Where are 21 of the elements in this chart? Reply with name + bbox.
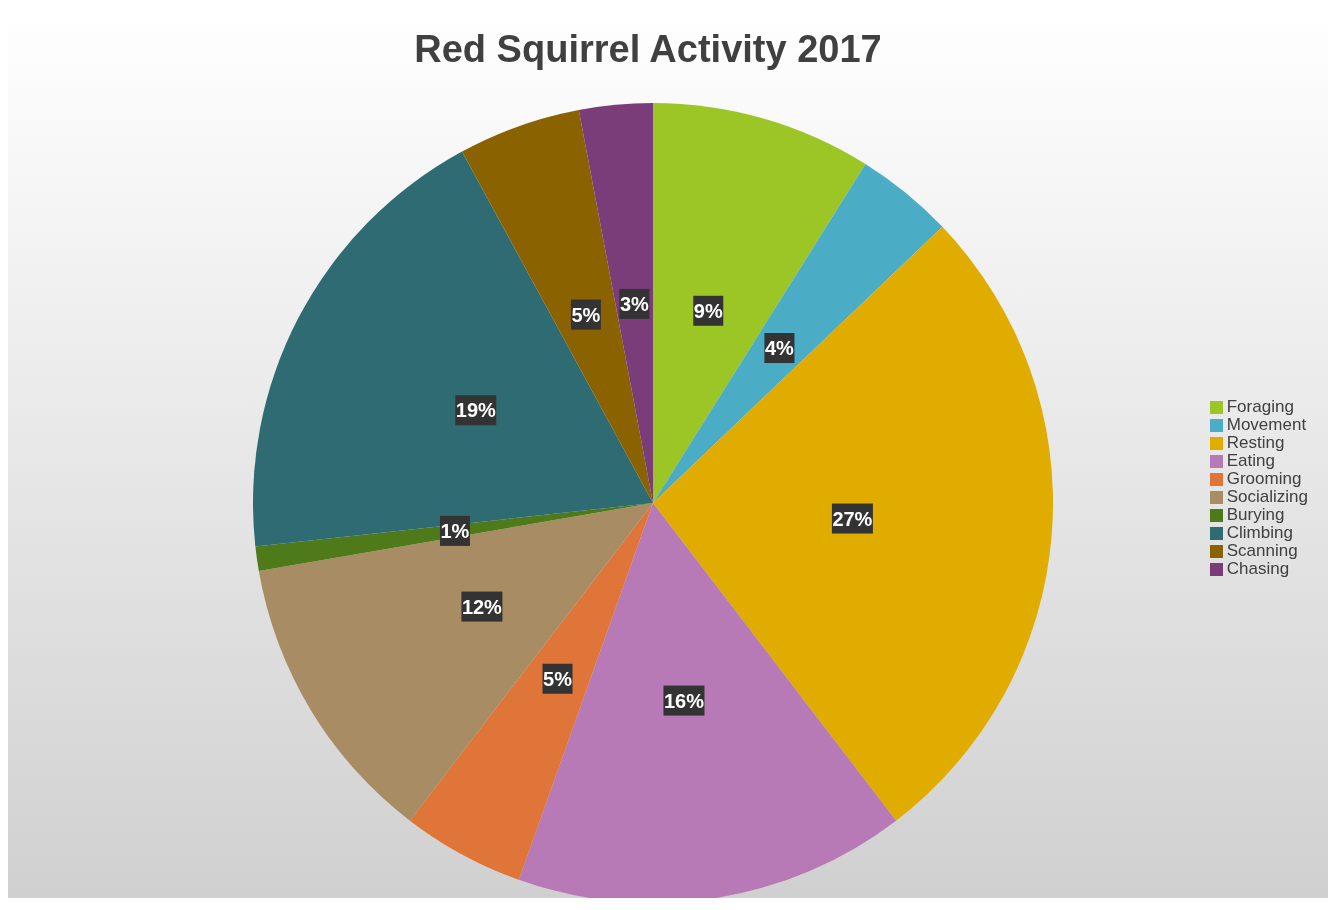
data-label: 1% — [440, 519, 470, 542]
legend-label: Socializing — [1226, 487, 1308, 506]
data-label: 27% — [832, 507, 873, 530]
legend-label: Movement — [1226, 415, 1307, 434]
data-label: 4% — [764, 337, 795, 360]
legend-label: Climbing — [1226, 523, 1293, 542]
legend-label: Burying — [1226, 505, 1285, 524]
data-label: 16% — [663, 689, 705, 712]
data-label: 5% — [571, 303, 601, 326]
data-label: 5% — [543, 667, 573, 690]
legend-label: Foraging — [1226, 397, 1294, 416]
data-label: 9% — [693, 299, 723, 322]
data-label: 19% — [455, 399, 497, 422]
chart-title: Red Squirrel Activity 2017 — [413, 27, 883, 72]
data-label: 12% — [461, 595, 503, 618]
legend-label: Chasing — [1226, 559, 1290, 578]
legend-label: Grooming — [1226, 469, 1302, 488]
legend-label: Scanning — [1226, 541, 1298, 560]
legend-label: Eating — [1226, 451, 1275, 470]
data-label: 3% — [619, 292, 650, 315]
legend-label: Resting — [1226, 433, 1285, 452]
